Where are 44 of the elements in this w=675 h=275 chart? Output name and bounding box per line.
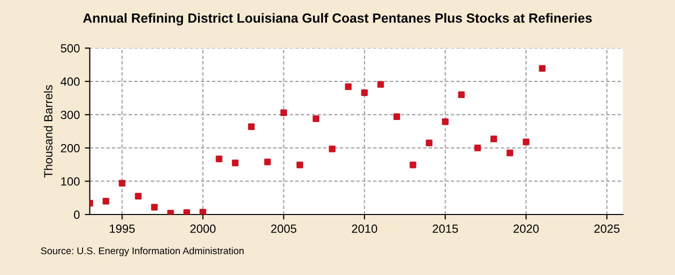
x-tick-label: 2010 xyxy=(352,224,378,233)
x-tick-label: 2005 xyxy=(271,224,296,233)
point xyxy=(264,158,271,166)
y-tick-label: 500 xyxy=(60,44,80,53)
point xyxy=(394,113,400,120)
x-tick-label: 2025 xyxy=(594,224,620,233)
y-tick-label: 300 xyxy=(60,110,80,120)
point xyxy=(474,144,481,152)
point xyxy=(506,150,514,156)
point xyxy=(296,162,304,168)
point xyxy=(151,204,158,210)
x-tick-label: 1995 xyxy=(110,224,135,233)
point xyxy=(216,156,222,162)
x-tick-label: 2015 xyxy=(432,224,458,233)
point xyxy=(538,65,546,72)
y-tick-label: 100 xyxy=(61,177,80,186)
y-tick-label: 400 xyxy=(60,77,80,86)
point xyxy=(490,136,498,142)
y-axis-title: Thousand Barrels xyxy=(44,85,52,178)
source-note: Source: U.S. Energy Information Administration xyxy=(40,247,244,256)
point xyxy=(328,146,336,152)
point xyxy=(134,192,142,200)
point xyxy=(426,140,432,146)
point xyxy=(118,180,126,187)
point xyxy=(345,83,352,90)
y-tick-label: 200 xyxy=(60,144,80,152)
point xyxy=(167,210,174,214)
point xyxy=(458,91,465,98)
point xyxy=(377,81,384,88)
point xyxy=(102,198,110,204)
point xyxy=(442,118,449,125)
point xyxy=(361,89,368,96)
x-tick-label: 2020 xyxy=(514,224,539,233)
point xyxy=(200,208,206,214)
point xyxy=(248,123,255,130)
point xyxy=(280,109,287,116)
point xyxy=(183,209,190,214)
point xyxy=(232,160,238,166)
point xyxy=(522,138,530,146)
point xyxy=(410,162,416,168)
point xyxy=(312,115,320,122)
x-tick-label: 2000 xyxy=(190,224,216,233)
chart-title: Annual Refining District Louisiana Gulf Coast Pentanes Plus Stocks at Refineries xyxy=(83,13,592,26)
y-tick-label: 0 xyxy=(74,210,80,219)
